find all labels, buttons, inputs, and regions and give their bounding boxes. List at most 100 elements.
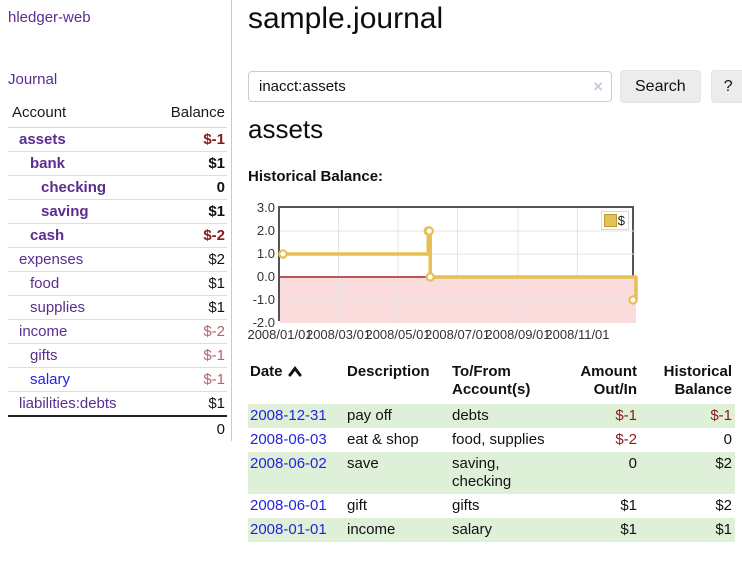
account-balance: $1 [148,199,227,224]
account-link-food[interactable]: food [30,275,60,292]
help-button[interactable]: ? [710,70,742,103]
x-tick-label: 2008/09/01 [485,327,551,342]
account-link-saving[interactable]: saving [41,203,89,220]
accounts-total: 0 [216,421,225,438]
transaction-accounts: food, supplies [452,431,545,448]
y-tick-label: 0.0 [256,269,275,284]
y-tick-label: 1.0 [256,246,275,261]
account-row: assets $-1 [8,127,227,152]
transaction-accounts: gifts [452,497,480,514]
transaction-description: gift [347,497,368,514]
transaction-description: pay off [347,407,392,424]
account-row: supplies $1 [8,295,227,320]
transaction-description: eat & shop [347,431,419,448]
x-tick-label: 2008/05/01 [365,327,431,342]
account-link-supplies[interactable]: supplies [30,299,86,316]
sidebar-item-journal[interactable]: Journal [8,71,58,88]
accounts-total-row: 0 [8,416,227,438]
account-row: expenses $2 [8,247,227,272]
register-table: Date Description To/From Account(s) Amou… [248,361,735,542]
account-row: income $-2 [8,319,227,344]
account-column-header: Account [8,101,149,128]
account-balance: $-1 [148,343,227,368]
account-row: bank $1 [8,151,227,176]
sidebar: hledger-web Journal Account Balance asse… [0,0,232,441]
x-tick-label: 2008/11/01 [545,327,610,342]
transaction-description: income [347,521,396,538]
transaction-date-link[interactable]: 2008-06-02 [250,455,327,472]
transaction-date-link[interactable]: 2008-12-31 [250,407,327,424]
legend-swatch-icon [603,214,617,227]
transaction-amount: $-2 [615,431,637,448]
account-link-cash[interactable]: cash [30,227,65,244]
accounts-table: Account Balance assets $-1 bank $1 check… [8,101,227,438]
account-balance: $-1 [148,127,227,152]
transaction-balance: $2 [715,455,732,472]
transaction-date-link[interactable]: 2008-01-01 [250,521,327,538]
account-link-assets[interactable]: assets [19,131,66,148]
register-row[interactable]: 2008-01-01 income salary $1 $1 [248,518,735,542]
account-link-income[interactable]: income [19,323,68,340]
transaction-date-link[interactable]: 2008-06-03 [250,431,327,448]
account-link-gifts[interactable]: gifts [30,347,58,364]
transaction-description: save [347,455,379,472]
y-tick-label: 3.0 [256,200,275,215]
account-row: liabilities:debts $1 [8,391,227,417]
x-tick-label: 2008/03/01 [305,327,372,342]
account-link-checking[interactable]: checking [41,179,107,196]
transaction-balance: $-1 [710,407,732,424]
balance-column-header: Balance [148,101,227,128]
chart-plot-area: $ [278,206,638,323]
account-link-expenses[interactable]: expenses [19,251,84,268]
description-column-header: Description [347,363,430,380]
y-tick-label: 2.0 [256,223,275,238]
search-input[interactable] [248,71,612,102]
chart-legend: $ [600,211,629,230]
date-column-header[interactable]: Date [248,361,345,404]
register-row[interactable]: 2008-06-01 gift gifts $1 $2 [248,494,735,518]
clear-search-icon[interactable]: × [593,76,603,96]
account-link-bank[interactable]: bank [30,155,66,172]
transaction-balance: $2 [715,497,732,514]
accounts-table-header: Account Balance [8,101,227,128]
account-balance: $-1 [148,367,227,392]
brand-link[interactable]: hledger-web [8,9,91,26]
sort-ascending-icon [288,366,302,377]
transaction-accounts: debts [452,407,489,424]
register-header-row: Date Description To/From Account(s) Amou… [248,361,735,404]
transaction-date-link[interactable]: 2008-06-01 [250,497,327,514]
transaction-accounts: saving, checking [452,455,512,490]
chart-svg [278,208,638,323]
transaction-amount: $1 [620,521,637,538]
page-title: sample.journal [248,2,444,35]
account-row: food $1 [8,271,227,296]
transaction-balance: 0 [723,431,732,448]
account-link-salary[interactable]: salary [30,371,71,388]
register-row[interactable]: 2008-06-03 eat & shop food, supplies $-2… [248,428,735,452]
legend-label: $ [617,213,625,228]
x-tick-label: 2008/07/01 [424,327,491,342]
account-balance: $1 [148,271,227,296]
register-row[interactable]: 2008-06-02 save saving, checking 0 $2 [248,452,735,494]
transaction-amount: 0 [628,455,637,472]
account-row: salary $-1 [8,367,227,392]
account-balance: $1 [148,295,227,320]
account-row: gifts $-1 [8,343,227,368]
balance-column-header: Historical Balance [663,363,732,398]
historical-balance-chart: 3.0 2.0 1.0 0.0 -1.0 -2.0 $ 2008/01/01 2008/03… [247,200,742,344]
register-row[interactable]: 2008-12-31 pay off debts $-1 $-1 [248,404,735,428]
y-tick-label: -1.0 [252,292,275,307]
transaction-balance: $1 [715,521,732,538]
account-balance: $-2 [148,319,227,344]
amount-column-header: Amount Out/In [580,363,637,398]
search-box: × [248,71,612,102]
account-balance: 0 [148,175,227,200]
account-link-liabilities-debts[interactable]: liabilities:debts [19,395,117,412]
account-balance: $-2 [148,223,227,248]
transaction-accounts: salary [452,521,493,538]
transaction-amount: $1 [620,497,637,514]
account-row: saving $1 [8,199,227,224]
search-button[interactable]: Search [620,70,701,103]
account-balance: $1 [148,391,227,417]
tofrom-column-header: To/From Account(s) [452,363,531,398]
